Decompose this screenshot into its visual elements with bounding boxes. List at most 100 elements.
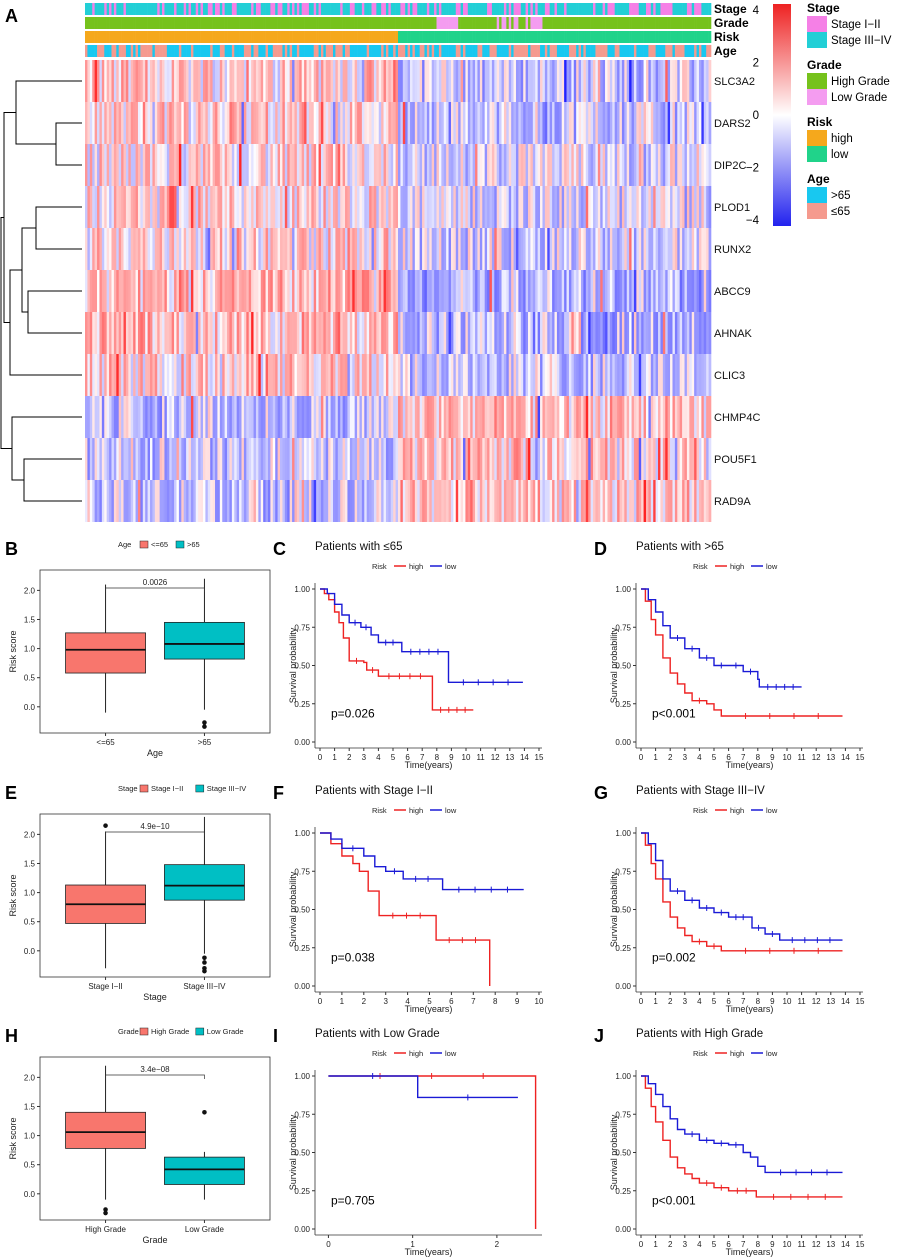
heatmap-cell bbox=[178, 312, 182, 354]
heatmap-cell bbox=[568, 438, 572, 480]
heatmap-cell bbox=[677, 270, 680, 312]
heatmap-cell bbox=[229, 186, 233, 228]
heatmap-cell bbox=[349, 186, 353, 228]
annotation-cell bbox=[686, 31, 690, 43]
heatmap-cell bbox=[347, 228, 351, 270]
heatmap-cell bbox=[125, 438, 129, 480]
heatmap-cell bbox=[542, 228, 546, 270]
heatmap-cell bbox=[629, 438, 632, 480]
legend-title: Grade bbox=[118, 1027, 139, 1036]
annotation-tracks bbox=[85, 3, 712, 57]
heatmap-cell bbox=[320, 186, 324, 228]
heatmap-cell bbox=[236, 480, 240, 522]
heatmap-cell bbox=[193, 228, 197, 270]
heatmap-cell bbox=[193, 396, 197, 438]
heatmap-cell bbox=[487, 438, 490, 480]
annotation-cell bbox=[463, 3, 466, 15]
heatmap-cell bbox=[694, 480, 697, 522]
heatmap-cell bbox=[306, 354, 310, 396]
annotation-cell bbox=[658, 3, 661, 15]
annotation-cell bbox=[424, 45, 428, 57]
heatmap-cell bbox=[157, 60, 160, 102]
heatmap-cell bbox=[267, 60, 271, 102]
annotation-cell bbox=[419, 3, 423, 15]
annotation-cell bbox=[255, 31, 259, 43]
annotation-cell bbox=[448, 17, 452, 29]
heatmap-cell bbox=[275, 312, 278, 354]
heatmap-cell bbox=[258, 396, 262, 438]
heatmap-cell bbox=[424, 438, 428, 480]
heatmap-cell bbox=[600, 60, 603, 102]
heatmap-cell bbox=[549, 270, 553, 312]
heatmap-cell bbox=[128, 396, 132, 438]
annotation-cell bbox=[472, 17, 476, 29]
annotation-cell bbox=[97, 17, 100, 29]
heatmap-cell bbox=[585, 396, 589, 438]
annotation-cell bbox=[436, 17, 440, 29]
heatmap-cell bbox=[352, 396, 355, 438]
heatmap-cell bbox=[503, 228, 507, 270]
heatmap-cell bbox=[706, 354, 709, 396]
km-plot-g bbox=[633, 809, 863, 995]
heatmap-cell bbox=[227, 438, 230, 480]
heatmap-cell bbox=[243, 270, 247, 312]
heatmap-cell bbox=[660, 186, 664, 228]
heatmap-cell bbox=[665, 270, 668, 312]
heatmap-cell bbox=[328, 228, 331, 270]
annotation-cell bbox=[407, 3, 411, 15]
heatmap-cell bbox=[612, 438, 615, 480]
heatmap-cell bbox=[602, 144, 606, 186]
heatmap-cell bbox=[227, 480, 230, 522]
row-dendrogram bbox=[0, 80, 82, 502]
y-tick-label: 0.25 bbox=[294, 944, 310, 953]
legend-item-label: >65 bbox=[831, 190, 851, 202]
heatmap-cell bbox=[607, 354, 611, 396]
heatmap-cell bbox=[227, 144, 230, 186]
heatmap-cell bbox=[571, 144, 575, 186]
heatmap-cell bbox=[556, 312, 560, 354]
heatmap-cell bbox=[207, 270, 211, 312]
annotation-cell bbox=[503, 17, 507, 29]
annotation-cell bbox=[588, 17, 591, 29]
x-tick-label: 4 bbox=[697, 1240, 702, 1249]
heatmap-cell bbox=[706, 438, 709, 480]
annotation-cell bbox=[491, 3, 495, 15]
annotation-cell bbox=[600, 31, 603, 43]
heatmap-cell bbox=[571, 60, 575, 102]
annotation-cell bbox=[373, 3, 377, 15]
heatmap-cell bbox=[390, 354, 394, 396]
heatmap-cell bbox=[263, 228, 266, 270]
heatmap-cell bbox=[465, 480, 469, 522]
dendrogram-branch bbox=[23, 458, 82, 502]
legend-swatch bbox=[807, 146, 827, 162]
heatmap-cell bbox=[142, 228, 146, 270]
heatmap-cell bbox=[292, 438, 295, 480]
annotation-cell bbox=[491, 45, 495, 57]
heatmap-cell bbox=[385, 438, 389, 480]
annotation-cell bbox=[511, 3, 514, 15]
heatmap-cell bbox=[212, 60, 216, 102]
heatmap-cell bbox=[426, 60, 430, 102]
heatmap-cell bbox=[97, 354, 100, 396]
heatmap-cell bbox=[467, 60, 471, 102]
heatmap-cell bbox=[212, 186, 216, 228]
heatmap-cell bbox=[109, 228, 112, 270]
heatmap-cell bbox=[212, 144, 216, 186]
heatmap-cell bbox=[407, 60, 411, 102]
heatmap-cell bbox=[287, 60, 290, 102]
heatmap-cell bbox=[159, 228, 163, 270]
heatmap-cell bbox=[229, 354, 233, 396]
annotation-cell bbox=[703, 45, 707, 57]
heatmap-cell bbox=[260, 396, 264, 438]
heatmap-cell bbox=[631, 228, 635, 270]
annotation-cell bbox=[559, 3, 563, 15]
heatmap-cell bbox=[159, 438, 163, 480]
heatmap-cell bbox=[395, 228, 399, 270]
heatmap-cell bbox=[390, 60, 394, 102]
heatmap-cell bbox=[258, 186, 262, 228]
heatmap-cell bbox=[612, 396, 615, 438]
x-tick-label: 4 bbox=[405, 997, 410, 1006]
annotation-cell bbox=[241, 45, 245, 57]
annotation-cell bbox=[383, 3, 387, 15]
heatmap-cell bbox=[515, 228, 519, 270]
